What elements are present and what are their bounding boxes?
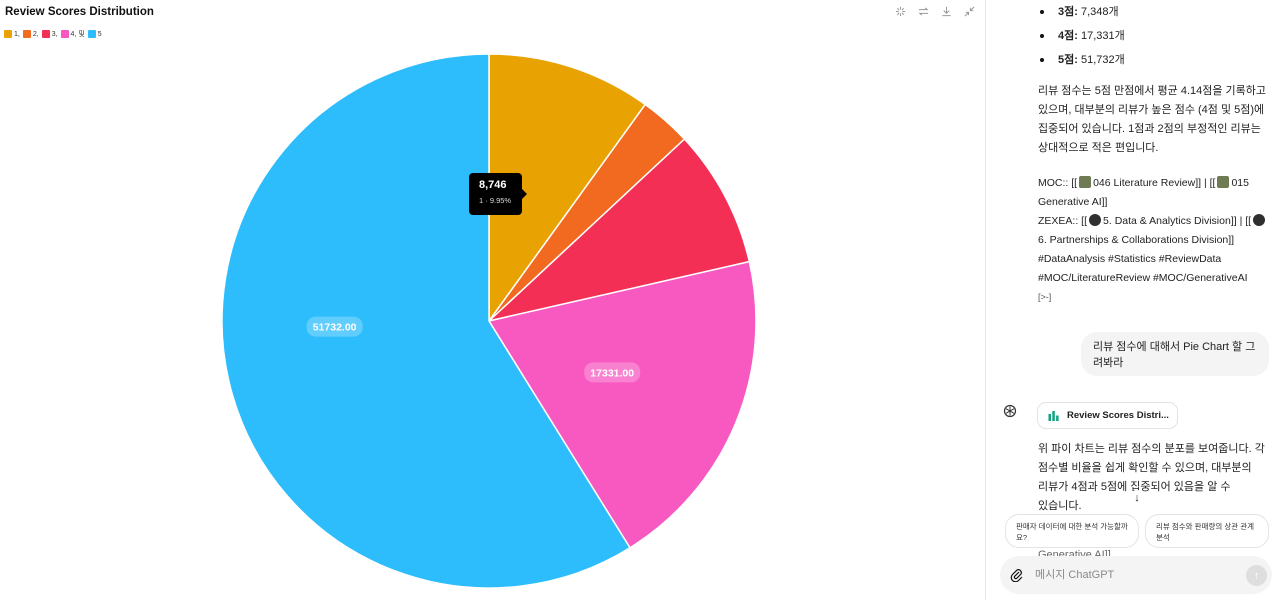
pie-slice-5[interactable] [221, 53, 631, 589]
legend-swatch [22, 30, 31, 38]
user-message-bubble: 리뷰 점수에 대해서 Pie Chart 할 그려봐라 [1081, 332, 1269, 376]
slice-value-label: 51732.00 [313, 322, 357, 334]
slice-label-background [584, 362, 641, 383]
legend-swatch [4, 30, 12, 38]
bullet-label: 3점: [1058, 6, 1078, 18]
arrow-up-icon: ↑ [1253, 569, 1260, 582]
summary-paragraph: 리뷰 점수는 5점 만점에서 평균 4.14점을 기록하고 있으며, 대부분의 … [1038, 85, 1267, 154]
legend-item-4[interactable]: 4, 및 [60, 29, 85, 39]
legend-swatch [60, 30, 69, 38]
legend-item-1[interactable]: 1, [4, 30, 20, 38]
legend-label: 4, 및 [70, 31, 85, 38]
legend-item-3[interactable]: 3, [41, 30, 58, 38]
arrow-down-icon: ↓ [1134, 492, 1140, 504]
response-paragraph: 위 파이 차트는 리뷰 점수의 분포를 보여줍니다. 각 점수별 비율을 쉽게 … [1038, 443, 1265, 512]
chart-legend: 1, 2, 3, 4, 및 5 [4, 29, 105, 39]
expand-code-icon[interactable]: [>-] [1038, 292, 1052, 302]
legend-swatch [41, 30, 50, 38]
pie-chart: 17331.00 51732.00 [221, 53, 757, 589]
legend-label: 2, [32, 30, 39, 38]
chart-panel: 17331.00 51732.00 Review Scores Distribut… [4, 6, 975, 589]
notebook-icon [1079, 176, 1092, 188]
bar-chart-icon [1048, 411, 1059, 421]
notebook-icon [1217, 176, 1230, 188]
legend-item-5[interactable]: 5 [87, 30, 102, 38]
list-item: 4점: 17,331개 [1038, 29, 1125, 53]
suggestion-seller-analysis[interactable]: 판매자 데이터에 대한 분석 가능할까요? [1005, 514, 1139, 548]
message-composer: ↑ [1000, 556, 1272, 594]
list-item: 3점: 7,348개 [1038, 5, 1125, 29]
chart-toolbar [895, 6, 975, 17]
slice-value-label: 17331.00 [590, 367, 634, 379]
pie-slice-3[interactable] [486, 138, 751, 323]
moc-link-generative[interactable]: 015 Generative AI]] [1038, 177, 1249, 208]
moc-link-partnerships[interactable]: 6. Partnerships & Collaborations Divisio… [1038, 234, 1235, 246]
bullet-value: 17,331개 [1080, 30, 1125, 42]
chart-attachment-chip[interactable]: Review Scores Distri... [1037, 402, 1178, 429]
suggestion-correlation[interactable]: 리뷰 점수와 판매량의 상관 관계 분석 [1145, 514, 1269, 548]
scroll-down-button[interactable]: ↓ [1129, 490, 1145, 506]
legend-label: 1, [14, 30, 20, 38]
legend-item-2[interactable]: 2, [22, 30, 39, 38]
chat-pane: 3점: 7,348개 4점: 17,331개 5점: 51,732개 리뷰 점수… [986, 0, 1280, 600]
moc-link-data-division[interactable]: 5. Data & Analytics Division]] | [[ [1103, 215, 1252, 227]
swap-icon[interactable] [918, 6, 929, 17]
person-icon [1089, 214, 1102, 226]
bullet-value: 51,732개 [1080, 54, 1125, 66]
paperclip-icon[interactable] [1010, 568, 1023, 582]
legend-swatch [87, 30, 96, 38]
tooltip-value: 8,746 [479, 179, 507, 191]
sparkle-icon[interactable] [895, 6, 906, 17]
chart-chip-label: Review Scores Distri... [1067, 410, 1169, 421]
moc-tags: #DataAnalysis #Statistics #ReviewData #M… [1038, 253, 1248, 284]
score-bullet-list: 3점: 7,348개 4점: 17,331개 5점: 51,732개 [1038, 5, 1125, 77]
chart-title: Review Scores Distribution [5, 6, 154, 18]
bullet-value: 7,348개 [1080, 6, 1119, 18]
list-item: 5점: 51,732개 [1038, 53, 1125, 77]
pie-slice-4[interactable] [487, 260, 757, 549]
moc-link-literature[interactable]: 046 Literature Review]] | [[ [1093, 177, 1216, 189]
legend-label: 3, [51, 30, 58, 38]
chart-tooltip: 8,746 1 · 9.95% [469, 173, 527, 215]
pie-slice-1[interactable] [488, 53, 647, 324]
message-input[interactable] [1035, 569, 1235, 581]
download-icon[interactable] [941, 6, 952, 17]
moc-line1-prefix: MOC:: [[ [1038, 177, 1078, 189]
tooltip-subtext: 1 · 9.95% [479, 196, 512, 205]
send-button[interactable]: ↑ [1246, 565, 1267, 586]
pane-divider[interactable] [985, 0, 986, 600]
person-icon [1253, 214, 1266, 226]
moc-line2-prefix: ZEXEA:: [[ [1038, 215, 1088, 227]
bullet-label: 5점: [1058, 54, 1078, 66]
legend-label: 5 [97, 30, 102, 38]
collapse-icon[interactable] [964, 6, 975, 17]
bullet-label: 4점: [1058, 30, 1078, 42]
chatgpt-logo-icon [1003, 404, 1017, 418]
moc-block: MOC:: [[ 046 Literature Review]] | [[015 … [1038, 174, 1274, 307]
slice-label-background [306, 316, 363, 337]
